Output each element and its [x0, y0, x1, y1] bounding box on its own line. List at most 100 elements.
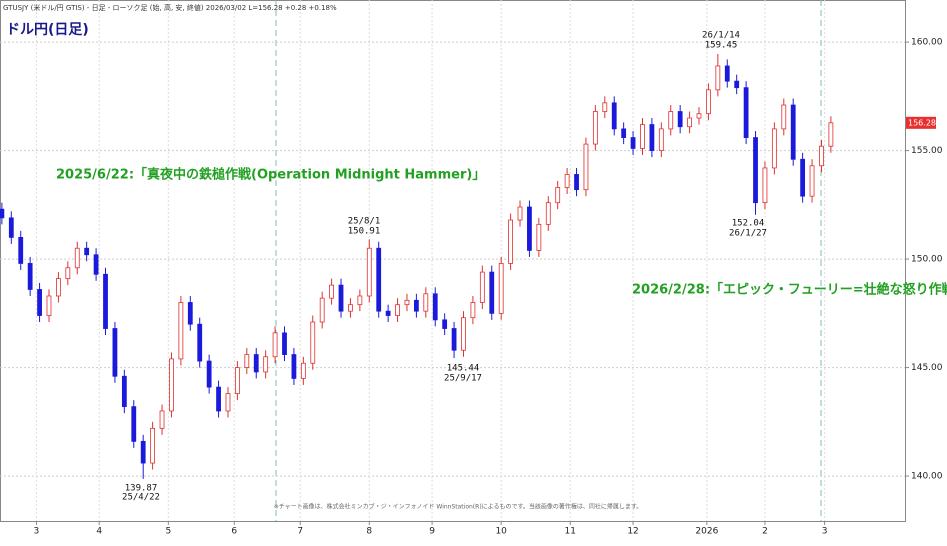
y-tick-label: 155.00 — [911, 146, 943, 156]
x-tick-label: 12 — [627, 527, 638, 537]
candle-body — [668, 111, 674, 130]
candle-body — [677, 111, 683, 128]
candle-body — [734, 80, 740, 89]
candle-body — [696, 113, 702, 119]
candle-body — [461, 317, 466, 351]
candle-body — [564, 174, 570, 188]
candle-body — [602, 102, 608, 112]
candle-body — [687, 117, 692, 128]
x-tick-label: 2026 — [695, 527, 718, 537]
candle-body — [112, 328, 118, 377]
event-label: 2026/2/28:「エピック・フューリー=壮絶な怒り作戦」 — [632, 282, 947, 298]
candle-body — [178, 302, 184, 360]
candle-body — [8, 217, 14, 238]
candle-body — [536, 223, 542, 251]
header: GTUSJY (米ドル/円 GTIS) - 日足 - ローソク足 (始, 高, … — [3, 3, 337, 12]
candle-body — [762, 167, 768, 204]
candle-body — [583, 143, 589, 191]
candle-body — [65, 267, 71, 280]
candle-body — [121, 375, 127, 408]
candle-body — [640, 124, 645, 149]
candle-body — [828, 122, 834, 147]
candle-body — [291, 354, 297, 379]
candle-body — [442, 319, 448, 329]
y-tick-label: 160.00 — [911, 38, 943, 48]
candle-body — [790, 104, 796, 160]
footnote: ※チャート画像は、株式会社ミンカブ・ジ・インフォノイド WinnStation(… — [274, 503, 643, 511]
candle-body — [621, 128, 627, 138]
candle-body — [743, 87, 749, 138]
event-label: 2025/6/22:「真夜中の鉄槌作戦(Operation Midnight H… — [56, 167, 485, 183]
candle-body — [385, 310, 391, 316]
candle-body — [159, 410, 165, 429]
candle-body — [649, 124, 655, 151]
x-tick-label: 11 — [565, 527, 576, 537]
candle-body — [800, 158, 806, 197]
candle-body — [527, 206, 532, 251]
candle-body — [206, 360, 212, 388]
candle-body — [753, 137, 758, 204]
candle-body — [234, 367, 240, 395]
annotation: 145.44 — [447, 364, 480, 374]
candle-body — [630, 137, 636, 149]
candle-body — [225, 393, 231, 412]
x-tick-label: 10 — [495, 527, 507, 537]
candle-body — [84, 247, 90, 256]
candle-body — [357, 295, 363, 306]
candles — [0, 54, 834, 479]
candle-body — [498, 263, 504, 314]
candle-body — [150, 427, 156, 464]
candle-body — [338, 284, 344, 312]
candle-body — [18, 236, 24, 264]
candle-body — [282, 332, 287, 355]
candle-body — [348, 304, 353, 312]
candle-body — [197, 323, 203, 362]
x-tick-label: 2 — [762, 527, 768, 537]
x-tick-label: 3 — [34, 527, 40, 537]
annotation: 25/4/22 — [122, 493, 160, 503]
x-tick-label: 4 — [96, 527, 102, 537]
last-price: 156.28 — [908, 118, 936, 127]
annotation: 26/1/27 — [729, 229, 767, 239]
x-tick-label: 3 — [822, 527, 828, 537]
y-tick-label: 150.00 — [911, 255, 943, 265]
candle-body — [479, 271, 485, 303]
candle-body — [103, 273, 108, 329]
candle-body — [809, 165, 815, 197]
candle-body — [253, 354, 259, 373]
annotation: 139.87 — [125, 484, 158, 494]
candle-body — [508, 219, 513, 264]
candle-body — [658, 128, 664, 151]
candle-body — [706, 89, 711, 115]
candle-body — [781, 104, 787, 130]
candle-body — [545, 202, 551, 225]
candle-body — [169, 358, 174, 412]
annotation: 152.04 — [732, 219, 765, 229]
candle-body — [263, 356, 269, 373]
x-tick-label: 6 — [231, 527, 237, 537]
candle-body — [413, 299, 419, 312]
candle-body — [27, 263, 33, 290]
candle-body — [300, 362, 306, 379]
candle-body — [93, 254, 99, 275]
candle-body — [771, 128, 777, 169]
candle-body — [329, 284, 335, 299]
candle-body — [131, 406, 137, 442]
y-tick-label: 145.00 — [911, 363, 943, 373]
last-price-box — [906, 116, 936, 129]
candle-body — [715, 65, 721, 91]
candle-body — [451, 328, 457, 351]
candle-body — [319, 297, 325, 323]
candle-body — [74, 247, 80, 269]
candle-body — [555, 187, 561, 204]
candle-body — [0, 208, 5, 219]
candle-body — [432, 293, 438, 321]
candle-body — [489, 271, 495, 314]
x-tick-label: 7 — [297, 527, 303, 537]
annotation: 150.91 — [348, 227, 381, 237]
candle-body — [272, 332, 278, 358]
y-tick-label: 140.00 — [911, 472, 943, 482]
candle-body — [592, 111, 598, 145]
